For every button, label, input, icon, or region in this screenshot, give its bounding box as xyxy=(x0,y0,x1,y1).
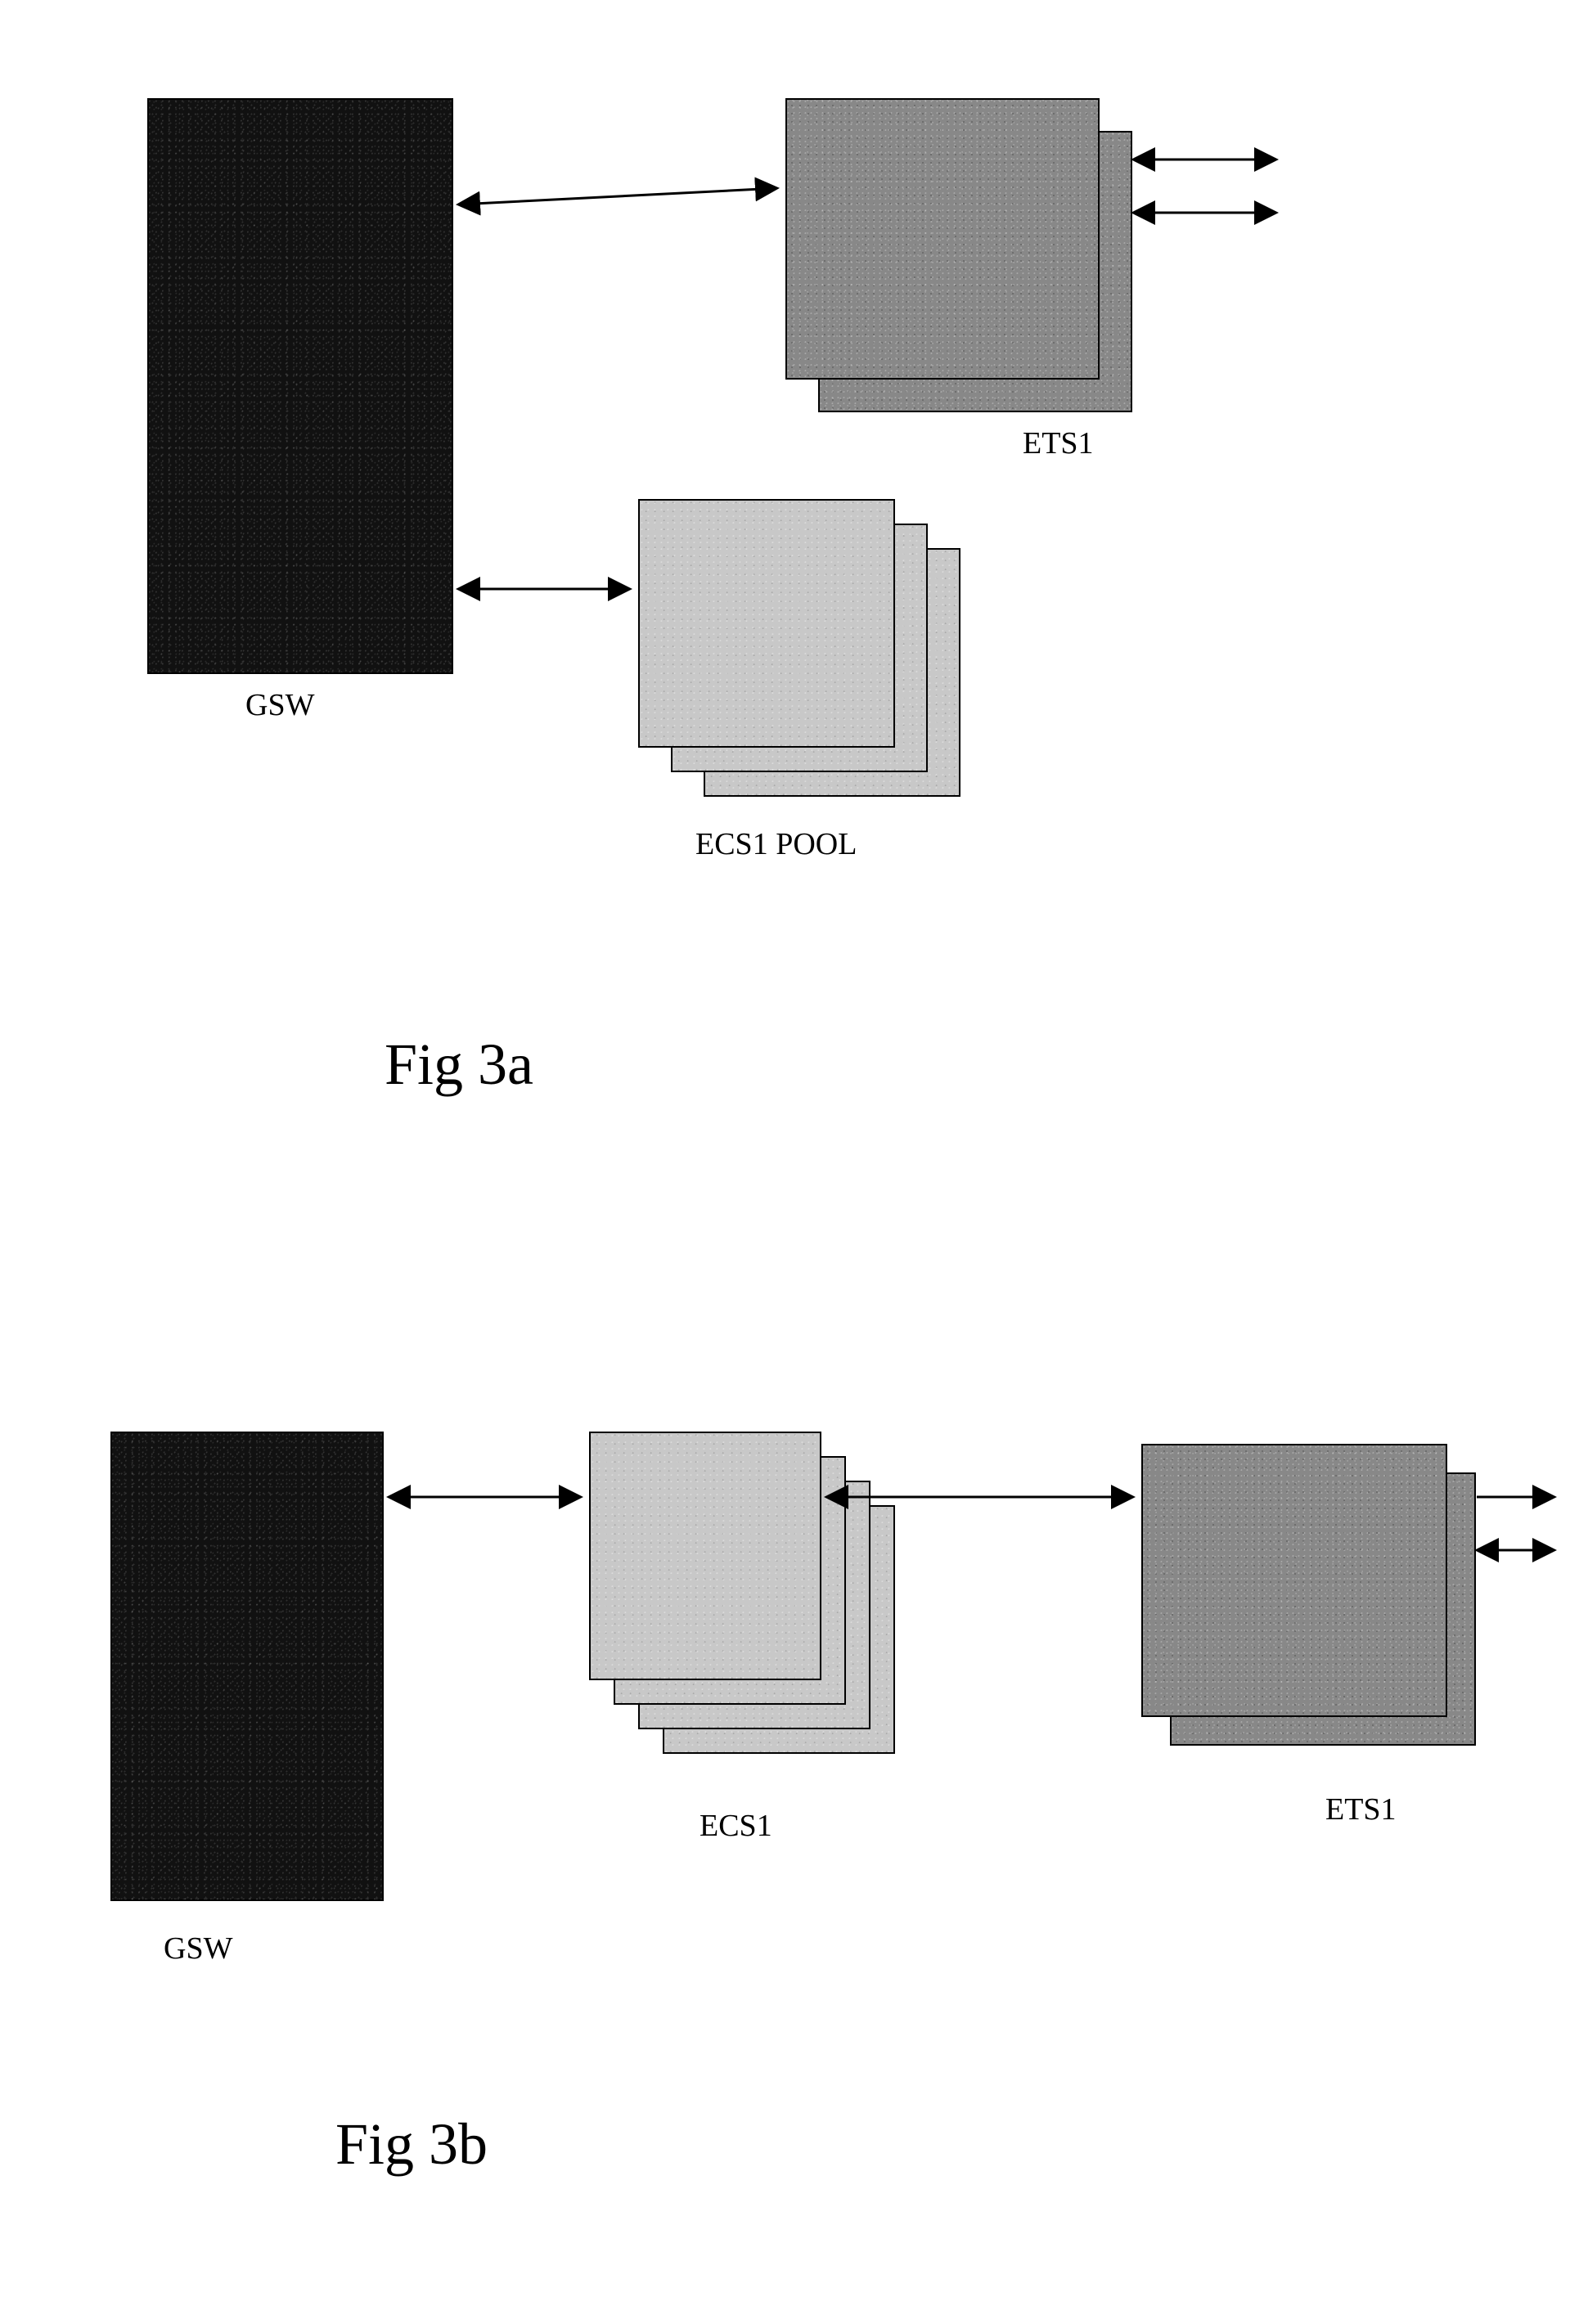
fig3a-gsw-block xyxy=(147,98,453,674)
fig3b-caption: Fig 3b xyxy=(335,2110,488,2178)
diagram-root: GSW ETS1 ECS1 POOL Fig 3a GSW ECS1 ETS1 … xyxy=(0,0,1579,2324)
fig3b-gsw-block xyxy=(110,1432,384,1901)
fig3a-ecs1-s1 xyxy=(638,499,895,748)
fig3b-ets1-front xyxy=(1141,1444,1447,1717)
fig3b-ets1-label: ETS1 xyxy=(1325,1791,1397,1827)
fig3b-gsw-label: GSW xyxy=(164,1931,232,1967)
fig3b-ecs1-s1 xyxy=(589,1432,821,1680)
fig3a-ets1-label: ETS1 xyxy=(1023,425,1094,461)
fig3b-ecs1-label: ECS1 xyxy=(700,1808,772,1844)
fig3a-ecs1pool-label: ECS1 POOL xyxy=(695,826,857,862)
fig3a-ets1-front xyxy=(785,98,1100,380)
fig3a-gsw-label: GSW xyxy=(245,687,314,723)
fig3a-caption: Fig 3a xyxy=(385,1031,533,1099)
